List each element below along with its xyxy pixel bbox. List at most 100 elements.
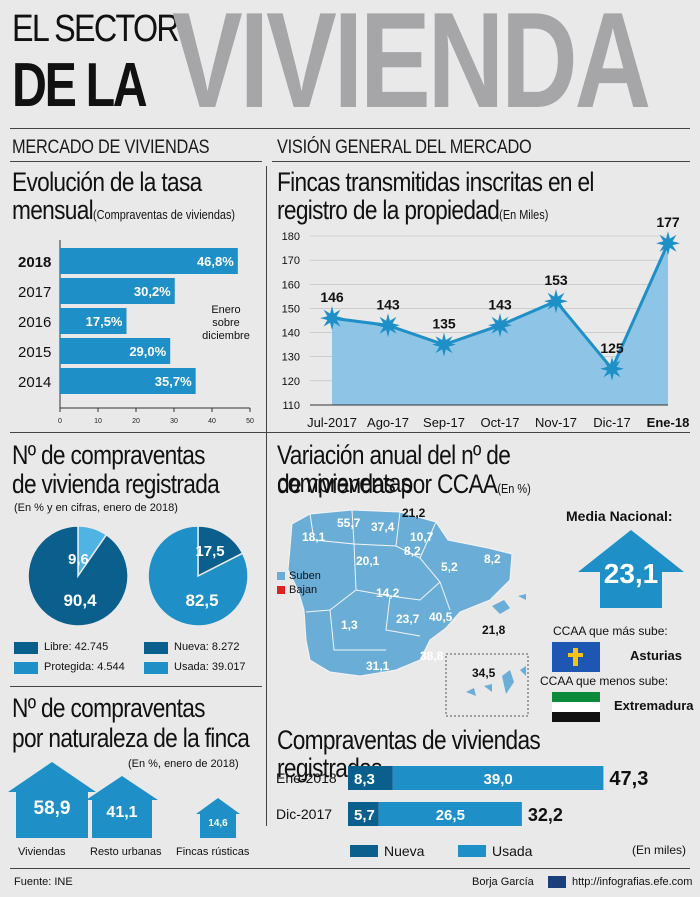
tasa-bar xyxy=(60,248,238,274)
registradas-bar-label: 39,0 xyxy=(484,771,513,788)
legend-nueva-reg: Nueva xyxy=(384,843,425,859)
legend-bajan-swatch xyxy=(277,586,285,594)
fincas-rusticas-label: Fincas rústicas xyxy=(176,846,250,858)
legend-usada-reg-swatch xyxy=(458,845,486,857)
tasa-bar xyxy=(60,338,171,364)
resto-urbanas-label: Resto urbanas xyxy=(90,846,162,858)
pie-label: 17,5 xyxy=(195,543,224,560)
map-balearic xyxy=(492,594,526,614)
fincas-subtitle: (En Miles) xyxy=(499,207,549,222)
region-value: 34,5 xyxy=(472,666,496,680)
region-value: 18,1 xyxy=(302,530,326,544)
tasa-subtitle: (Compraventas de viviendas) xyxy=(93,207,236,222)
footer-author: Borja García xyxy=(472,876,534,888)
tasa-bar-label: 29,0% xyxy=(129,344,166,359)
header-line1: EL SECTOR xyxy=(12,8,180,50)
header-line2: DE LA xyxy=(12,51,148,120)
tasa-tick-label: 50 xyxy=(246,418,254,425)
fincas-point xyxy=(376,313,400,338)
fincas-tick-label: 130 xyxy=(282,352,300,364)
region-value: 21,2 xyxy=(402,506,426,520)
section-right-title: VISIÓN GENERAL DEL MERCADO xyxy=(277,137,532,158)
fincas-rusticas-value: 14,6 xyxy=(208,818,228,829)
compraventas-title2: de vivienda registrada xyxy=(12,469,220,499)
fincas-category-label: Ene-18 xyxy=(647,415,690,430)
region-value: 55,7 xyxy=(337,516,361,530)
fincas-point xyxy=(544,289,568,314)
region-value: 23,7 xyxy=(396,612,420,626)
fincas-value-label: 135 xyxy=(432,316,456,332)
tasa-category-label: 2016 xyxy=(18,314,51,331)
fincas-value-label: 153 xyxy=(544,272,568,288)
fincas-title2-row: registro de la propiedad(En Miles) xyxy=(277,196,548,224)
region-value: 14,2 xyxy=(376,586,400,600)
region-value: 8,2 xyxy=(404,544,421,558)
cross-icon xyxy=(573,648,578,666)
fincas-tick-label: 160 xyxy=(282,279,300,291)
fincas-point xyxy=(656,231,680,256)
pie-slice xyxy=(197,525,244,578)
legend-libre-swatch xyxy=(14,642,38,654)
variacion-subtitle: (En %) xyxy=(497,481,531,496)
legend-suben-swatch xyxy=(277,572,285,580)
section-rule-left xyxy=(10,161,262,162)
media-nacional-label: Media Nacional: xyxy=(566,508,673,524)
fincas-value-label: 143 xyxy=(376,296,400,312)
fincas-title2: registro de la propiedad xyxy=(277,195,500,225)
region-value: 1,3 xyxy=(341,618,358,632)
legend-usada-swatch xyxy=(144,662,168,674)
registradas-bar xyxy=(392,766,604,790)
fincas-category-label: Ago-17 xyxy=(367,415,409,430)
fincas-tick-label: 150 xyxy=(282,303,300,315)
fincas-title1: Fincas transmitidas inscritas en el xyxy=(277,167,594,197)
fincas-category-label: Dic-17 xyxy=(593,415,631,430)
tasa-tick-label: 0 xyxy=(58,418,62,425)
naturaleza-title2: por naturaleza de la finca xyxy=(12,723,250,753)
naturaleza-values: 58,9 41,1 14,6 xyxy=(0,760,266,840)
registradas-bar xyxy=(348,766,393,790)
tasa-bar-label: 17,5% xyxy=(86,314,123,329)
tasa-category-label: 2017 xyxy=(18,284,51,301)
legend-nueva-reg-swatch xyxy=(350,845,378,857)
viviendas-label: Viviendas xyxy=(18,846,66,858)
footer-source: Fuente: INE xyxy=(14,876,73,888)
registradas-category-label: Dic-2017 xyxy=(276,806,332,822)
registradas-total-label: 32,2 xyxy=(528,805,563,825)
tasa-bar-label: 35,7% xyxy=(155,374,192,389)
region-value: 5,2 xyxy=(441,560,458,574)
map-canary-islands xyxy=(466,666,526,696)
tasa-tick-label: 40 xyxy=(208,418,216,425)
registradas-bar-label: 8,3 xyxy=(354,771,375,788)
registradas-bar-label: 5,7 xyxy=(354,807,375,824)
legend-usada-reg: Usada xyxy=(492,843,533,859)
tasa-bar xyxy=(60,308,127,334)
legend-suben: Suben xyxy=(289,570,321,582)
fincas-point xyxy=(600,356,624,381)
header-divider xyxy=(10,128,690,129)
footer-url: http://infografias.efe.com xyxy=(572,876,693,888)
section-left-title: MERCADO DE VIVIENDAS xyxy=(12,137,210,158)
compraventas-subtitle: (En % y en cifras, enero de 2018) xyxy=(14,502,178,514)
fincas-category-label: Sep-17 xyxy=(423,415,465,430)
menos-sube-name: Extremadura xyxy=(614,698,694,713)
fincas-value-label: 146 xyxy=(320,289,344,305)
legend-bajan: Bajan xyxy=(289,584,318,596)
pie-label: 82,5 xyxy=(185,591,218,610)
tasa-title2: mensual xyxy=(12,195,94,225)
fincas-value-label: 125 xyxy=(600,340,624,356)
tasa-title1: Evolución de la tasa xyxy=(12,167,202,197)
naturaleza-houses xyxy=(8,762,240,838)
registradas-chart: Ene-2018 8,3 39,0 47,3 Dic-2017 5,7 26,5 32,2 xyxy=(276,766,648,826)
tasa-note-2: sobre xyxy=(212,317,240,329)
tasa-category-label: 2015 xyxy=(18,344,51,361)
fincas-tick-label: 170 xyxy=(282,255,300,267)
naturaleza-subtitle: (En %, enero de 2018) xyxy=(128,758,239,770)
header: EL SECTOR DE LA VIVIENDA xyxy=(0,0,700,128)
pie-label: 90,4 xyxy=(63,591,97,610)
fincas-point xyxy=(488,313,512,338)
fincas-value-label: 143 xyxy=(488,296,512,312)
section-rule-right xyxy=(272,161,690,162)
footer-rule xyxy=(10,868,690,869)
tasa-tick-label: 20 xyxy=(132,418,140,425)
registradas-bar xyxy=(378,802,522,826)
